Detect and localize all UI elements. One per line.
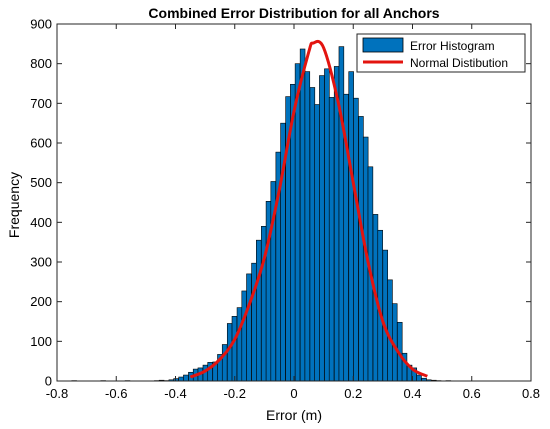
x-axis-ticks: -0.8 -0.6 -0.4 -0.2 0 0.2 0.4 0.6 0.8 <box>46 24 540 401</box>
histogram-bar <box>246 273 252 382</box>
histogram-bar <box>319 75 325 382</box>
x-tick-label: 0.2 <box>344 386 362 401</box>
y-tick-label: 900 <box>30 17 52 32</box>
x-tick-label: -0.8 <box>46 386 68 401</box>
y-axis-ticks: 0 100 200 300 400 500 600 700 800 900 <box>30 17 531 389</box>
histogram-bar <box>236 307 243 382</box>
histogram-bar <box>294 63 301 382</box>
histogram-bar <box>251 262 257 382</box>
histogram-bar <box>382 249 388 382</box>
y-tick-label: 0 <box>45 374 52 389</box>
y-tick-label: 500 <box>30 175 52 190</box>
histogram-bar <box>324 68 330 382</box>
y-tick-label: 600 <box>30 136 52 151</box>
histogram-bar <box>387 279 393 382</box>
histogram-bar <box>256 239 262 382</box>
histogram-bar <box>416 374 422 382</box>
y-tick-label: 300 <box>30 255 52 270</box>
y-tick-label: 100 <box>30 334 52 349</box>
histogram-bar <box>183 374 189 382</box>
x-tick-label: -0.2 <box>224 386 246 401</box>
histogram-bar <box>241 290 247 382</box>
legend-swatch-histogram <box>362 37 404 53</box>
legend: Error Histogram Normal Distibution <box>356 33 526 73</box>
histogram-bar <box>333 66 340 382</box>
histogram-bar <box>328 97 335 382</box>
histogram-bar <box>226 323 233 382</box>
histogram-bar <box>304 71 311 382</box>
histogram-bar <box>299 48 306 382</box>
legend-label-normal: Normal Distibution <box>410 56 508 70</box>
x-tick-label: -0.4 <box>164 386 186 401</box>
x-tick-label: 0.8 <box>522 386 540 401</box>
x-tick-label: 0 <box>290 386 297 401</box>
histogram-bar <box>358 116 364 382</box>
x-axis-label: Error (m) <box>266 407 322 423</box>
y-tick-label: 200 <box>30 294 52 309</box>
histogram-bar <box>231 316 238 382</box>
y-tick-label: 400 <box>30 215 52 230</box>
histogram-bar <box>309 87 316 382</box>
y-tick-label: 700 <box>30 96 52 111</box>
y-tick-label: 800 <box>30 56 52 71</box>
legend-label-histogram: Error Histogram <box>410 39 495 53</box>
y-axis-label: Frequency <box>6 172 22 238</box>
x-tick-label: 0.6 <box>463 386 481 401</box>
histogram-bar <box>314 104 320 382</box>
normal-distribution-line <box>189 39 428 379</box>
histogram-bar <box>348 71 354 382</box>
x-tick-label: 0.4 <box>403 386 421 401</box>
chart-title: Combined Error Distribution for all Anch… <box>148 5 439 21</box>
histogram-bar <box>353 97 359 382</box>
histogram-bar <box>338 46 345 382</box>
x-tick-label: -0.6 <box>105 386 127 401</box>
histogram-bar <box>178 376 184 382</box>
